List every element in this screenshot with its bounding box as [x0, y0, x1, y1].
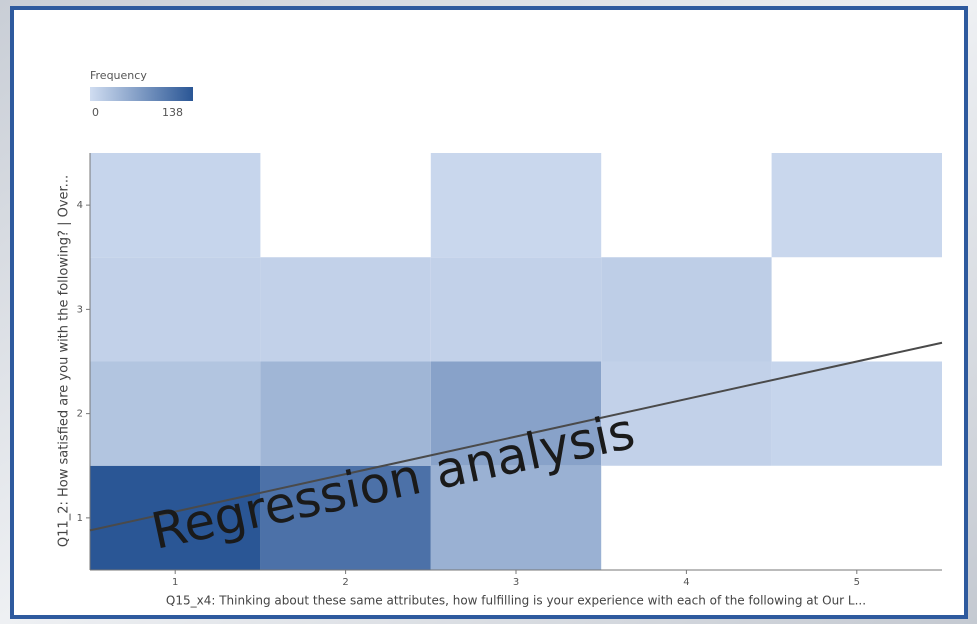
heatmap-cell [601, 361, 772, 466]
x-tick-label: 3 [513, 577, 519, 588]
regression-line [89, 341, 943, 532]
heatmap-cell [430, 465, 602, 570]
y-axis-label: Q11_2: How satisfied are you with the fo… [57, 175, 72, 547]
colorbar-tick-label: 138 [162, 106, 183, 119]
x-tick-label: 2 [342, 577, 348, 588]
heatmap-cell [601, 257, 772, 362]
y-tick-label: 1 [77, 513, 83, 524]
heatmap-cell [430, 153, 602, 258]
heatmap-cell [430, 257, 602, 362]
x-tick-label: 5 [854, 577, 860, 588]
x-tick-label: 1 [172, 577, 178, 588]
heatmap-cell [771, 361, 942, 466]
heatmap-cell [260, 465, 431, 570]
heatmap-cell [90, 153, 261, 258]
heatmap-cell [90, 361, 261, 466]
colorbar [90, 87, 193, 101]
colorbar-title: Frequency [90, 69, 147, 82]
y-tick-label: 2 [77, 409, 83, 420]
colorbar-tick-label: 0 [92, 106, 99, 119]
y-tick-label: 3 [77, 304, 83, 315]
heatmap-cell [260, 361, 431, 466]
heatmap-cell [771, 153, 942, 258]
heatmap-cell [90, 465, 261, 570]
y-tick-label: 4 [77, 200, 83, 211]
heatmap-cell [260, 257, 431, 362]
x-axis-label: Q15_x4: Thinking about these same attrib… [166, 594, 866, 608]
x-tick-label: 4 [683, 577, 689, 588]
heatmap-cell [90, 257, 261, 362]
